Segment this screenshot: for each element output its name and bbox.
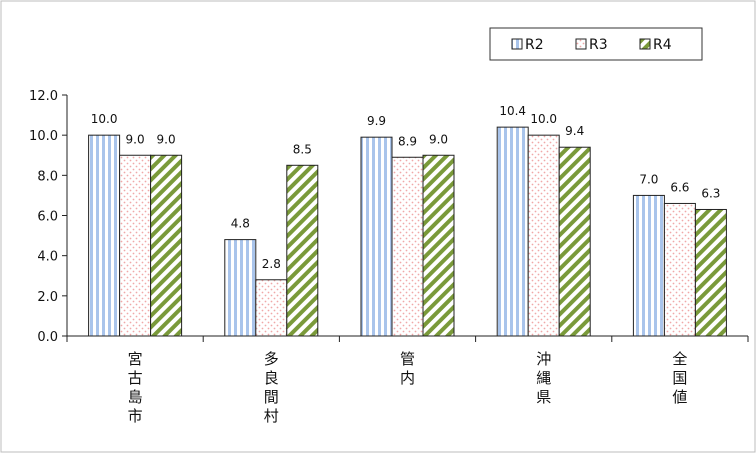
- bar-r4: [150, 154, 183, 337]
- legend-label: R4: [653, 37, 672, 53]
- legend-swatch-r2: [511, 38, 523, 50]
- category-label: 宮古島市: [128, 350, 143, 425]
- bar-r2: [496, 126, 529, 337]
- data-label: 9.0: [429, 132, 448, 146]
- bar-r4: [286, 164, 319, 337]
- data-label: 10.0: [530, 112, 557, 126]
- y-tick-label: 10.0: [29, 129, 58, 144]
- bar-r3: [255, 279, 288, 337]
- category-label: 多良間村: [264, 350, 279, 425]
- y-tick-label: 12.0: [29, 89, 58, 104]
- data-label: 4.8: [231, 217, 250, 231]
- data-label: 6.6: [670, 180, 689, 194]
- data-labels: 10.0 9.0 9.0 4.8 2.8 8.5 9.9 8.9 9.0 10.4 10.0 9.4 7…: [91, 104, 721, 271]
- y-tick-label: 6.0: [37, 210, 58, 225]
- bar-r2: [632, 194, 665, 337]
- legend-box: [489, 27, 703, 61]
- data-label: 9.4: [565, 124, 584, 138]
- legend: R2 R3 R4: [489, 27, 703, 61]
- data-label: 2.8: [262, 257, 281, 271]
- category-label: 管内: [400, 350, 415, 387]
- bar-r3: [527, 134, 560, 337]
- data-label: 10.4: [499, 104, 526, 118]
- data-label: 9.0: [126, 132, 145, 146]
- legend-swatch-r3: [575, 38, 587, 50]
- bar-r2: [88, 134, 121, 337]
- category-label: 全国値: [672, 350, 687, 406]
- category-label: 沖縄県: [536, 350, 551, 406]
- bar-r4: [422, 154, 455, 337]
- data-label: 10.0: [91, 112, 118, 126]
- bar-r3: [663, 202, 696, 337]
- data-label: 6.3: [701, 186, 720, 200]
- bar-r4: [694, 208, 727, 337]
- data-label: 9.0: [157, 132, 176, 146]
- y-tick-label: 4.0: [37, 250, 58, 265]
- bar-r2: [360, 136, 393, 337]
- bar-r2: [224, 239, 257, 337]
- data-label: 9.9: [367, 114, 386, 128]
- y-tick-label: 2.0: [37, 290, 58, 305]
- category-labels: 宮古島市 多良間村 管内 沖縄県 全国値: [128, 350, 688, 425]
- legend-swatch-r4: [639, 38, 651, 50]
- legend-label: R3: [589, 37, 608, 53]
- data-label: 7.0: [639, 172, 658, 186]
- bar-r3: [391, 156, 424, 337]
- data-label: 8.9: [398, 134, 417, 148]
- y-tick-label: 0.0: [37, 330, 58, 345]
- bars: [88, 126, 727, 337]
- bar-r4: [558, 146, 591, 337]
- y-tick-label: 8.0: [37, 169, 58, 184]
- bar-r3: [119, 154, 152, 337]
- legend-label: R2: [525, 37, 544, 53]
- data-label: 8.5: [293, 142, 312, 156]
